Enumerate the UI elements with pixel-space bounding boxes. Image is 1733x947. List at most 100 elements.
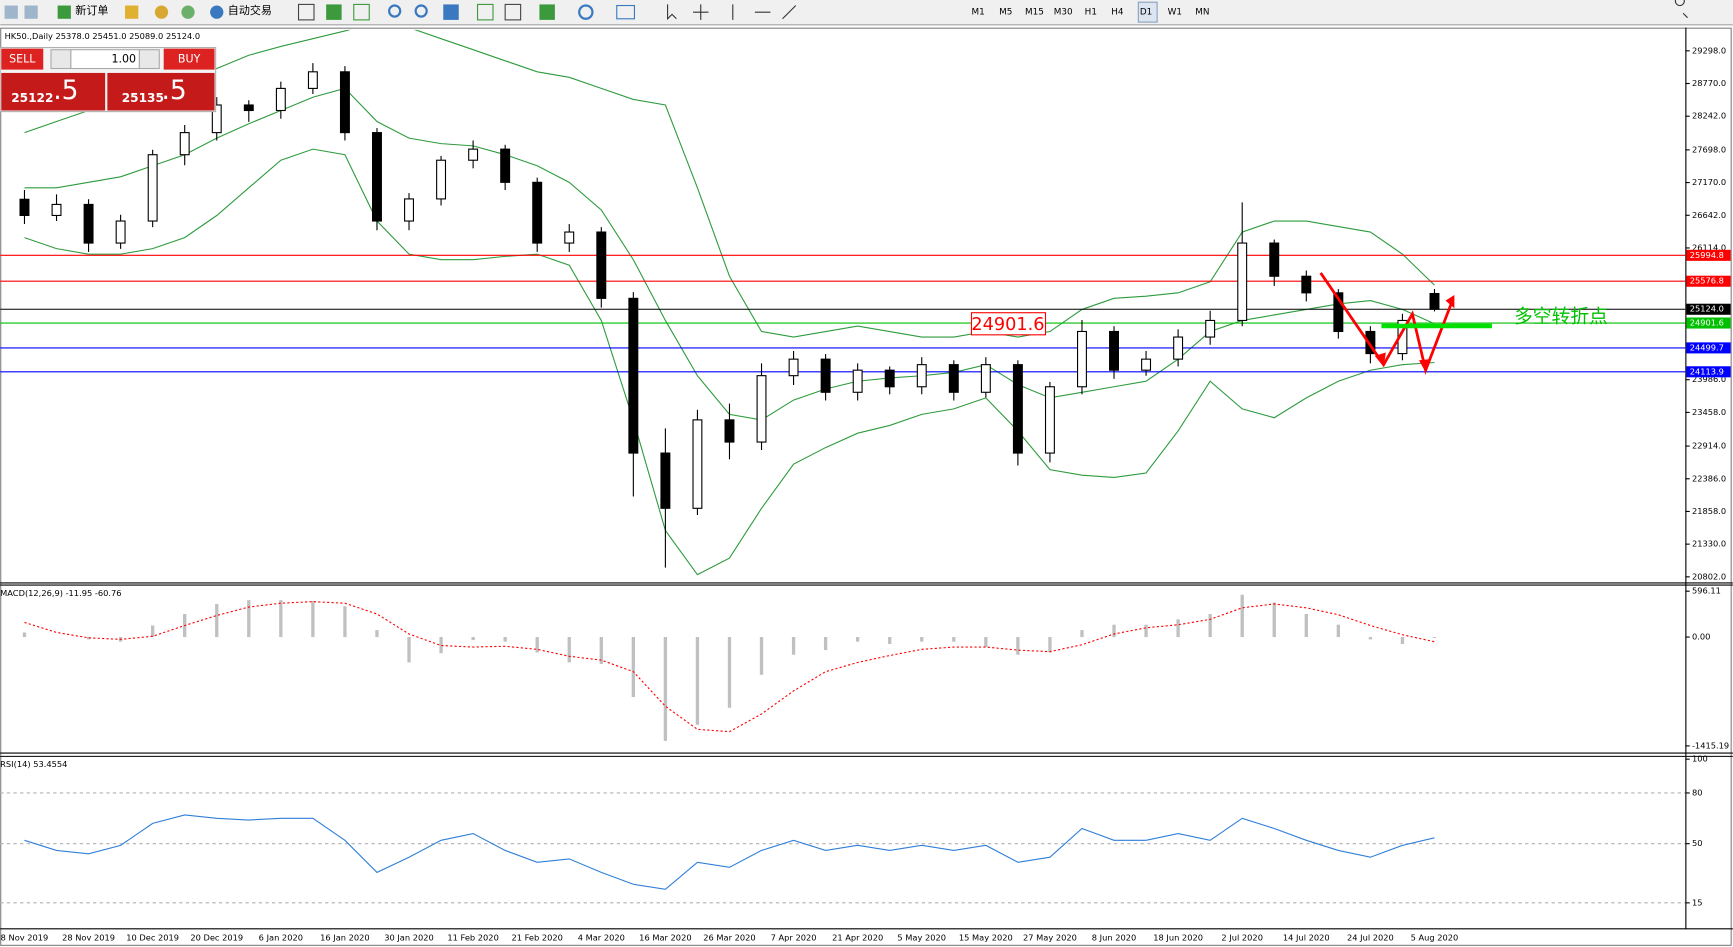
sell-label[interactable]: SELL [9, 53, 36, 66]
icon[interactable] [4, 5, 18, 19]
timeframe-button[interactable]: H1 [1085, 8, 1097, 18]
annotation-box [970, 312, 1047, 336]
timeframe-button[interactable]: MN [1195, 8, 1209, 18]
icon[interactable] [667, 4, 677, 21]
icon[interactable] [24, 5, 38, 19]
candle-body [307, 71, 318, 89]
icon[interactable] [504, 3, 522, 21]
candle-body [436, 159, 447, 200]
axes: 29298.0 28770.0 28242.0 27698.0 27170.0 26642… [1, 45, 1731, 943]
icon[interactable] [693, 4, 709, 20]
icon[interactable] [181, 5, 195, 19]
ask-price[interactable]: 25135 [122, 91, 164, 105]
x-tick-label: 10 Dec 2019 [126, 933, 179, 943]
candle-body [179, 132, 190, 156]
candle-body [820, 358, 831, 393]
x-tick-label: 7 Apr 2020 [771, 933, 817, 943]
macd-bar [1304, 613, 1308, 638]
chart-frame [0, 27, 1732, 946]
price-label-bg [1686, 303, 1731, 315]
candle-body [660, 452, 671, 509]
timeframe-button[interactable]: M30 [1054, 8, 1073, 18]
buy-label[interactable]: BUY [178, 53, 201, 66]
candle-body [1205, 319, 1216, 338]
x-tick-label: 28 Nov 2019 [62, 933, 115, 943]
icon[interactable] [476, 3, 494, 21]
macd-bar [791, 637, 796, 655]
candle-body [19, 198, 30, 217]
icon[interactable] [154, 5, 169, 19]
candle-body [724, 419, 735, 443]
trade-panel: SELL 1.00 BUY 25122 .5 25135 .5 [0, 46, 217, 113]
timeframe-button[interactable]: M1 [971, 8, 984, 18]
icon[interactable] [326, 4, 342, 20]
macd-bar [759, 637, 764, 675]
macd-bar [695, 637, 700, 725]
bollinger-band [24, 29, 1435, 338]
sell-button[interactable] [1, 48, 44, 70]
toolbar-button[interactable]: 自动交易 [228, 3, 272, 17]
macd-bar [535, 637, 539, 653]
ask-fraction[interactable]: .5 [161, 75, 186, 106]
x-tick-label: 24 Jul 2020 [1347, 933, 1394, 943]
toolbar-button[interactable]: 新订单 [75, 3, 108, 17]
lot-value[interactable]: 1.00 [111, 53, 136, 66]
icon[interactable] [539, 4, 555, 20]
rsi-panel [0, 792, 1686, 904]
icon[interactable] [57, 5, 71, 19]
y-tick-label: 80 [1692, 787, 1703, 797]
macd-bar [151, 625, 155, 638]
macd-bar [920, 637, 924, 642]
candle-body [852, 369, 863, 393]
timeframe-button[interactable]: H4 [1111, 8, 1124, 18]
candle-body [83, 203, 94, 244]
price-label: 25124.0 [1690, 304, 1724, 314]
x-tick-label: 30 Jan 2020 [384, 933, 434, 943]
x-tick-label: 21 Feb 2020 [511, 933, 562, 943]
buy-button[interactable] [163, 48, 215, 70]
icon[interactable] [414, 4, 428, 18]
candle-body [243, 104, 254, 112]
x-tick-label: 14 Jul 2020 [1283, 933, 1330, 943]
y-tick-label: 596.11 [1692, 586, 1721, 596]
arrow-heads [1374, 295, 1455, 373]
candle-body [1044, 386, 1055, 454]
candle-body [1077, 330, 1087, 388]
macd-bar [343, 606, 347, 638]
timeframe-button[interactable]: M15 [1025, 8, 1044, 18]
lot-up[interactable] [138, 49, 160, 70]
icon[interactable] [388, 4, 402, 18]
timeframe-button[interactable]: D1 [1140, 8, 1152, 18]
x-tick-label: 8 Nov 2019 [1, 933, 49, 943]
icon[interactable] [353, 3, 370, 21]
timeframe-active [1137, 1, 1158, 23]
macd-bar [599, 637, 603, 664]
bollinger-band [24, 148, 1435, 576]
candle-body [788, 358, 799, 377]
ask-box[interactable] [107, 72, 215, 111]
icon[interactable] [578, 4, 594, 20]
icon[interactable] [616, 4, 635, 20]
icon[interactable] [443, 4, 459, 20]
icon[interactable] [732, 4, 797, 20]
icon[interactable] [297, 3, 315, 21]
macd-bar [215, 603, 219, 638]
candle-body [532, 181, 543, 244]
icon[interactable] [125, 5, 139, 19]
timeframe-button[interactable]: M5 [999, 8, 1012, 18]
icon[interactable] [210, 5, 224, 19]
bid-price[interactable]: 25122 [11, 91, 53, 105]
zigzag-drawing [1319, 272, 1455, 375]
y-tick-label: 22914.0 [1692, 441, 1726, 451]
candle-body [1173, 336, 1184, 360]
candle-body [564, 231, 575, 244]
bid-fraction[interactable]: .5 [53, 75, 78, 106]
timeframe-button[interactable]: W1 [1168, 8, 1182, 18]
y-tick-label: 23986.0 [1692, 374, 1726, 384]
lot-down[interactable] [50, 49, 72, 70]
search-icon[interactable] [1674, 0, 1688, 19]
x-tick-label: 15 May 2020 [959, 933, 1013, 943]
x-tick-label: 2 Jul 2020 [1221, 933, 1263, 943]
bid-box[interactable] [1, 72, 106, 111]
